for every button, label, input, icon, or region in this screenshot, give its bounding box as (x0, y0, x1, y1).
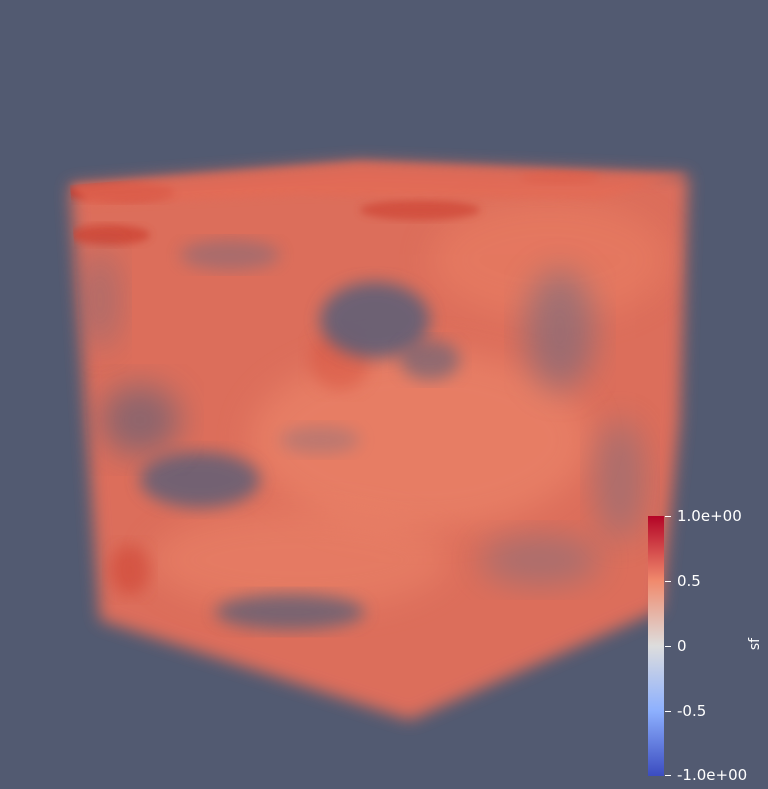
volume-gap (80, 250, 120, 350)
volume-gap (595, 420, 645, 540)
volume-gap (400, 340, 460, 380)
volume-render (70, 162, 688, 720)
volume-gap (215, 594, 365, 630)
color-legend-bar (648, 516, 664, 776)
colorbar-max-label: 1.0e+00 (677, 507, 742, 525)
colorbar-tick-label: -0.5 (677, 702, 707, 720)
dark-red-streak (70, 225, 150, 245)
bright-swirl (150, 510, 450, 610)
dark-red-streak (110, 545, 150, 595)
colorbar-tick (665, 646, 671, 647)
colorbar-tick-label: 0 (677, 637, 687, 655)
volume-gap (320, 282, 430, 358)
dark-red-streak (360, 200, 480, 220)
volume-gap (280, 426, 360, 454)
colorbar-tick (665, 581, 671, 582)
volume-gap (525, 270, 595, 390)
volume-gap (140, 452, 260, 508)
colorbar-min-label: -1.0e+00 (677, 766, 748, 784)
volume-top-face (70, 162, 688, 205)
bright-swirl (430, 200, 670, 320)
volume-gap (180, 240, 280, 270)
volume-gap (480, 535, 600, 585)
colorbar-tick (665, 711, 671, 712)
colorbar-title: sf (747, 637, 763, 651)
colorbar-tick-label: 0.5 (677, 572, 701, 590)
colorbar-tick-min (665, 775, 671, 776)
colorbar-tick-max (665, 516, 671, 517)
bright-swirl (250, 350, 590, 530)
volume-gap (100, 385, 180, 455)
